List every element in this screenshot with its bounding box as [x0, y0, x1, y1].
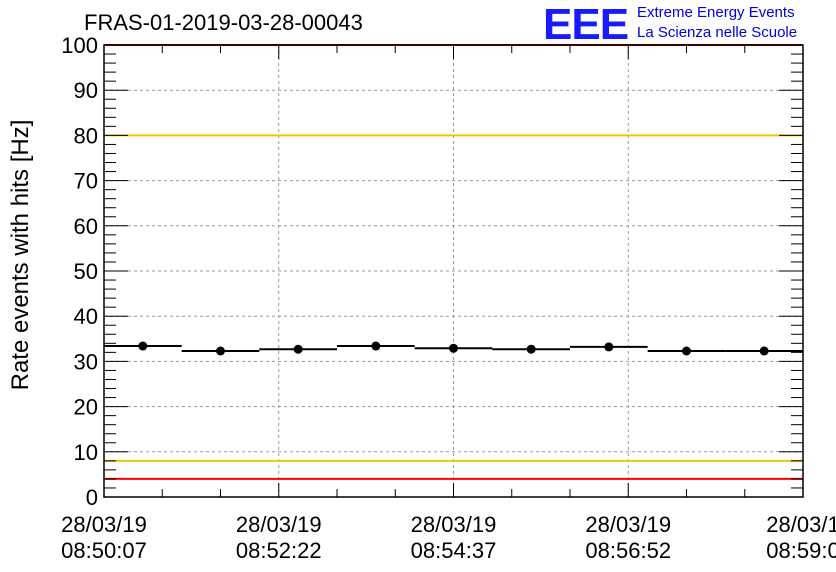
logo-line-2: La Scienza nelle Scuole [637, 24, 798, 41]
x-tick-label-date: 28/03/19 [411, 512, 497, 537]
x-tick-label-time: 08:54:37 [411, 538, 497, 563]
data-point [682, 346, 691, 356]
y-tick-label: 50 [74, 259, 98, 284]
logo-line-1: Extreme Energy Events [637, 4, 795, 21]
data-series [104, 341, 803, 356]
grid-lines [104, 45, 803, 497]
y-tick-label: 20 [74, 395, 98, 420]
y-tick-label: 100 [61, 33, 98, 58]
x-tick-label-time: 08:56:52 [585, 538, 671, 563]
y-tick-label: 30 [74, 349, 98, 374]
data-point [449, 343, 458, 353]
y-tick-label: 10 [74, 440, 98, 465]
x-tick-label-date: 28/03/19 [61, 512, 147, 537]
x-tick-label-time: 08:52:22 [236, 538, 322, 563]
data-point [759, 346, 769, 356]
y-tick-label: 0 [86, 485, 98, 510]
data-point [216, 346, 225, 356]
axis-ticks [103, 44, 804, 498]
y-tick-label: 70 [74, 169, 98, 194]
data-point [604, 342, 614, 352]
x-tick-label-time: 08:50:07 [61, 538, 147, 563]
data-point [371, 341, 381, 351]
data-point [293, 344, 303, 354]
tick-labels: 010203040506070809010028/03/1908:50:0728… [61, 33, 836, 563]
run-title: FRAS-01-2019-03-28-00043 [84, 10, 363, 35]
x-tick-label-time: 08:59:0 [766, 538, 836, 563]
data-point [526, 344, 536, 354]
x-tick-label-date: 28/03/19 [236, 512, 322, 537]
x-tick-label-date: 28/03/1 [766, 512, 836, 537]
x-tick-label-date: 28/03/19 [585, 512, 671, 537]
logo-mark: EEE [543, 0, 629, 49]
data-point [138, 341, 148, 351]
y-tick-label: 80 [74, 123, 98, 148]
y-tick-label: 90 [74, 78, 98, 103]
y-tick-label: 40 [74, 304, 98, 329]
y-axis-label: Rate events with hits [Hz] [7, 120, 34, 391]
y-tick-label: 60 [74, 214, 98, 239]
